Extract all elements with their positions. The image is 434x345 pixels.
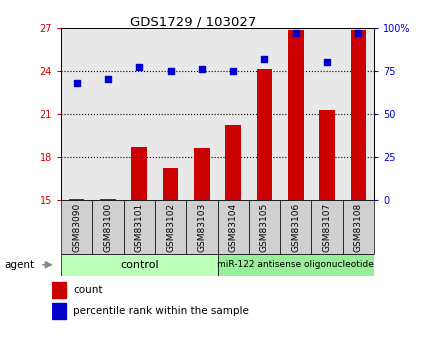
Point bbox=[292, 30, 299, 36]
Bar bbox=[311, 200, 342, 254]
Bar bbox=[225, 125, 240, 200]
Bar bbox=[52, 303, 66, 319]
Point bbox=[167, 68, 174, 73]
Bar bbox=[92, 200, 123, 254]
Text: GSM83106: GSM83106 bbox=[291, 203, 299, 252]
Text: GSM83100: GSM83100 bbox=[103, 203, 112, 252]
Bar bbox=[287, 30, 303, 200]
Text: GSM83107: GSM83107 bbox=[322, 203, 331, 252]
Point bbox=[229, 68, 236, 73]
Bar bbox=[155, 200, 186, 254]
Bar bbox=[131, 147, 147, 200]
Bar bbox=[52, 282, 66, 298]
Bar bbox=[279, 200, 311, 254]
Bar bbox=[217, 200, 248, 254]
Bar bbox=[61, 254, 217, 276]
Bar bbox=[186, 200, 217, 254]
Text: control: control bbox=[120, 260, 158, 270]
Point bbox=[104, 77, 111, 82]
Point bbox=[323, 59, 330, 65]
Text: GSM83102: GSM83102 bbox=[166, 203, 174, 252]
Text: percentile rank within the sample: percentile rank within the sample bbox=[73, 306, 248, 316]
Bar bbox=[69, 199, 84, 200]
Text: GSM83101: GSM83101 bbox=[135, 203, 143, 252]
Text: GSM83108: GSM83108 bbox=[353, 203, 362, 252]
Point bbox=[198, 66, 205, 72]
Bar bbox=[123, 200, 155, 254]
Point bbox=[354, 30, 361, 36]
Bar bbox=[217, 254, 373, 276]
Bar bbox=[319, 110, 334, 200]
Bar bbox=[342, 200, 373, 254]
Bar bbox=[256, 69, 272, 200]
Text: count: count bbox=[73, 285, 102, 295]
Text: GSM83105: GSM83105 bbox=[260, 203, 268, 252]
Bar bbox=[248, 200, 279, 254]
Bar bbox=[162, 168, 178, 200]
Point bbox=[260, 56, 267, 61]
Point bbox=[73, 80, 80, 86]
Text: GDS1729 / 103027: GDS1729 / 103027 bbox=[130, 16, 256, 29]
Bar bbox=[350, 30, 365, 200]
Text: GSM83090: GSM83090 bbox=[72, 203, 81, 252]
Text: GSM83104: GSM83104 bbox=[228, 203, 237, 252]
Bar bbox=[194, 148, 209, 200]
Bar bbox=[100, 199, 115, 200]
Bar bbox=[61, 200, 92, 254]
Text: GSM83103: GSM83103 bbox=[197, 203, 206, 252]
Point bbox=[135, 65, 142, 70]
Text: agent: agent bbox=[4, 260, 34, 270]
Text: miR-122 antisense oligonucleotide: miR-122 antisense oligonucleotide bbox=[217, 260, 373, 269]
